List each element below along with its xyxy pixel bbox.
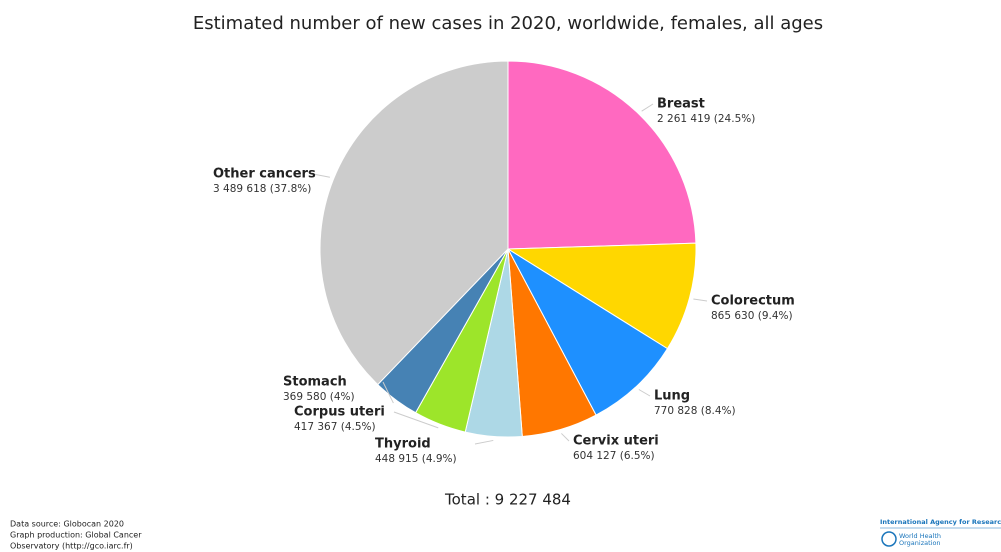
slice-label: Breast — [657, 97, 705, 112]
total-label: Total : 9 227 484 — [444, 491, 571, 509]
pie-slice — [506, 247, 669, 416]
leader-line — [641, 103, 654, 112]
leader-line — [382, 381, 394, 404]
pie — [319, 60, 697, 438]
pie-slice — [506, 242, 697, 350]
slice-value: 770 828 (8.4%) — [654, 405, 736, 417]
leader-line — [693, 298, 708, 302]
leader-line — [638, 389, 651, 397]
leader-line — [474, 439, 494, 445]
slice-value: 417 367 (4.5%) — [294, 421, 376, 433]
slice-value: 2 261 419 (24.5%) — [657, 113, 755, 125]
slice-value: 369 580 (4%) — [283, 391, 355, 403]
logo-text: Organization — [899, 539, 941, 547]
slice-label: Colorectum — [711, 294, 795, 309]
slice-label: Thyroid — [375, 437, 431, 452]
slice-label: Cervix uteri — [573, 434, 659, 449]
leader-line — [312, 173, 330, 178]
footer-line: Observatory (http://gco.iarc.fr) — [10, 542, 133, 551]
logo-text: International Agency for Research on Can… — [880, 518, 1001, 526]
chart-title: Estimated number of new cases in 2020, w… — [193, 13, 823, 34]
leader-line — [393, 411, 439, 429]
pie-slice — [319, 60, 509, 386]
footer-line: Data source: Globocan 2020 — [10, 520, 124, 529]
footer-line: Graph production: Global Cancer — [10, 531, 142, 540]
slice-value: 604 127 (6.5%) — [573, 450, 655, 462]
slice-value: 865 630 (9.4%) — [711, 310, 793, 322]
logo-text: World Health — [899, 532, 941, 540]
slice-value: 448 915 (4.9%) — [375, 453, 457, 465]
slice-value: 3 489 618 (37.8%) — [213, 183, 311, 195]
leader-line — [561, 433, 570, 442]
slice-label: Corpus uteri — [294, 405, 385, 420]
slice-label: Other cancers — [213, 167, 316, 182]
logo-emblem — [881, 531, 897, 547]
slice-label: Stomach — [283, 375, 347, 390]
pie-slice — [507, 60, 697, 250]
slice-label: Lung — [654, 389, 690, 404]
